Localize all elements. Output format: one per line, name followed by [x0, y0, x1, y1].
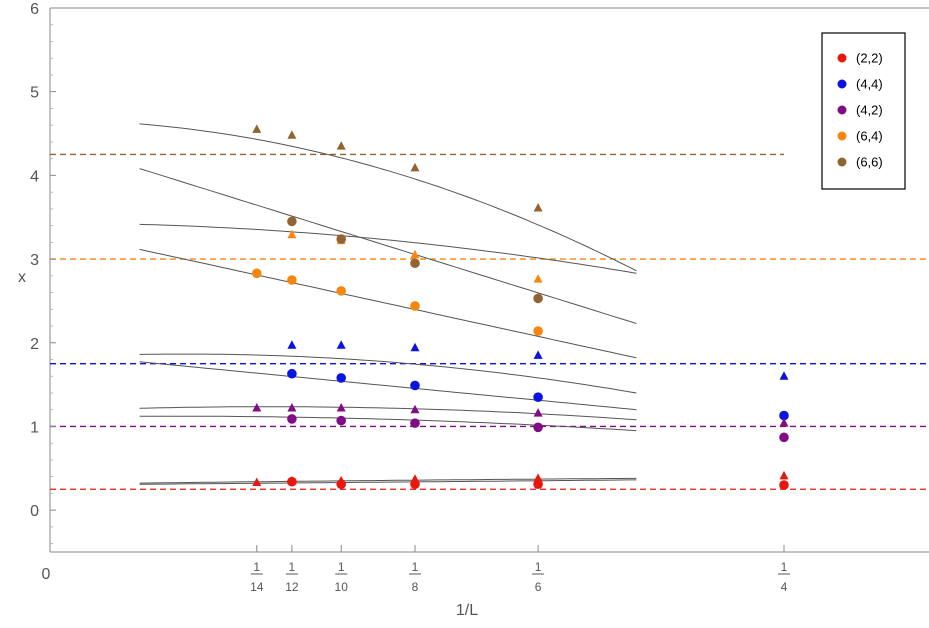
circle-point [533, 392, 543, 402]
y-tick-label: 4 [30, 168, 39, 185]
triangle-point [287, 340, 297, 349]
triangle-point [779, 470, 789, 480]
legend-marker [837, 105, 847, 115]
circle-point [410, 479, 420, 490]
triangle-point [533, 203, 543, 212]
x-tick-numerator: 1 [535, 560, 542, 574]
fit-curves [139, 123, 637, 485]
fit-curve [139, 406, 637, 421]
data-markers [251, 124, 789, 490]
y-tick-label: 1 [30, 419, 39, 436]
x-tick-denominator: 12 [285, 580, 299, 594]
circle-point [336, 415, 347, 426]
circle-point [251, 268, 262, 279]
circle-point [287, 216, 297, 227]
circle-point [779, 432, 789, 443]
legend-marker [837, 157, 847, 167]
legend-label: (4,4) [856, 77, 883, 92]
triangle-point [533, 473, 543, 482]
y-tick-label: 0 [30, 503, 39, 520]
y-tick-label: 3 [30, 252, 39, 269]
triangle-point [287, 130, 297, 139]
fit-curve [139, 361, 637, 411]
y-tick-label: 6 [30, 1, 39, 18]
x-tick-numerator: 1 [412, 560, 419, 574]
legend-label: (6,4) [856, 129, 883, 144]
circle-point [779, 410, 789, 421]
legend-marker [837, 131, 847, 141]
x-tick-denominator: 4 [781, 580, 788, 594]
triangle-point [410, 342, 420, 352]
x-tick-denominator: 14 [250, 580, 264, 594]
x-tick-numerator: 1 [289, 560, 296, 574]
triangle-point [287, 403, 297, 412]
circle-point [336, 234, 347, 244]
circle-point [287, 368, 297, 379]
triangle-point [410, 404, 420, 414]
plot-frame [49, 7, 929, 553]
circle-point [779, 480, 789, 490]
x-tick-numerator: 1 [338, 560, 345, 574]
circle-point [336, 373, 347, 383]
triangle-point [779, 418, 789, 427]
triangle-point [287, 229, 297, 239]
x-tick-denominator: 10 [335, 580, 349, 594]
circle-point [410, 301, 420, 311]
triangle-point [252, 124, 262, 133]
triangle-point [410, 249, 420, 259]
x-tick-numerator: 1 [253, 560, 260, 574]
circle-point [287, 275, 297, 285]
circle-point [533, 422, 543, 433]
circle-point [533, 479, 543, 490]
x-tick-denominator: 6 [535, 580, 542, 594]
y-tick-label: 5 [30, 85, 39, 102]
triangle-point [779, 371, 789, 380]
y-axis-ticks: 0 1 2 3 4 5 6 [30, 1, 56, 545]
legend-label: (6,6) [856, 155, 883, 170]
fit-curve [139, 477, 637, 484]
triangle-point [252, 403, 262, 412]
legend-label: (4,2) [856, 103, 883, 118]
circle-point [336, 286, 347, 296]
fit-curve [139, 415, 637, 432]
circle-point [533, 326, 543, 336]
triangle-point [252, 477, 262, 487]
triangle-point [336, 141, 346, 150]
circle-point [336, 479, 347, 490]
triangle-point [336, 403, 346, 412]
triangle-point [410, 162, 420, 172]
triangle-point [336, 340, 346, 349]
circle-point [533, 293, 543, 304]
fit-curve [139, 248, 637, 359]
y-tick-label: 2 [30, 336, 39, 353]
fit-curve [139, 223, 637, 274]
legend-label: (2,2) [856, 51, 883, 66]
legend-marker [837, 79, 847, 89]
x-tick-denominator: 8 [412, 580, 419, 594]
circle-point [287, 414, 297, 424]
fit-curve [139, 123, 637, 272]
triangle-point [533, 350, 543, 359]
x-axis-title: 1/L [456, 602, 478, 619]
fit-curve [139, 168, 637, 324]
legend-box [821, 32, 906, 190]
x-origin-label: 0 [42, 566, 51, 583]
fit-curve [139, 353, 637, 394]
circle-point [410, 258, 420, 269]
circle-point [287, 476, 297, 487]
legend: (2,2) (4,4) (4,2) (6,4) (6,6) [821, 32, 906, 190]
legend-marker [837, 53, 847, 63]
circle-point [410, 380, 420, 391]
circle-point [410, 418, 420, 428]
fit-curve [139, 479, 637, 485]
x-tick-numerator: 1 [781, 560, 788, 574]
triangle-point [533, 274, 543, 283]
y-axis-title: x [18, 269, 26, 286]
triangle-point [533, 408, 543, 417]
